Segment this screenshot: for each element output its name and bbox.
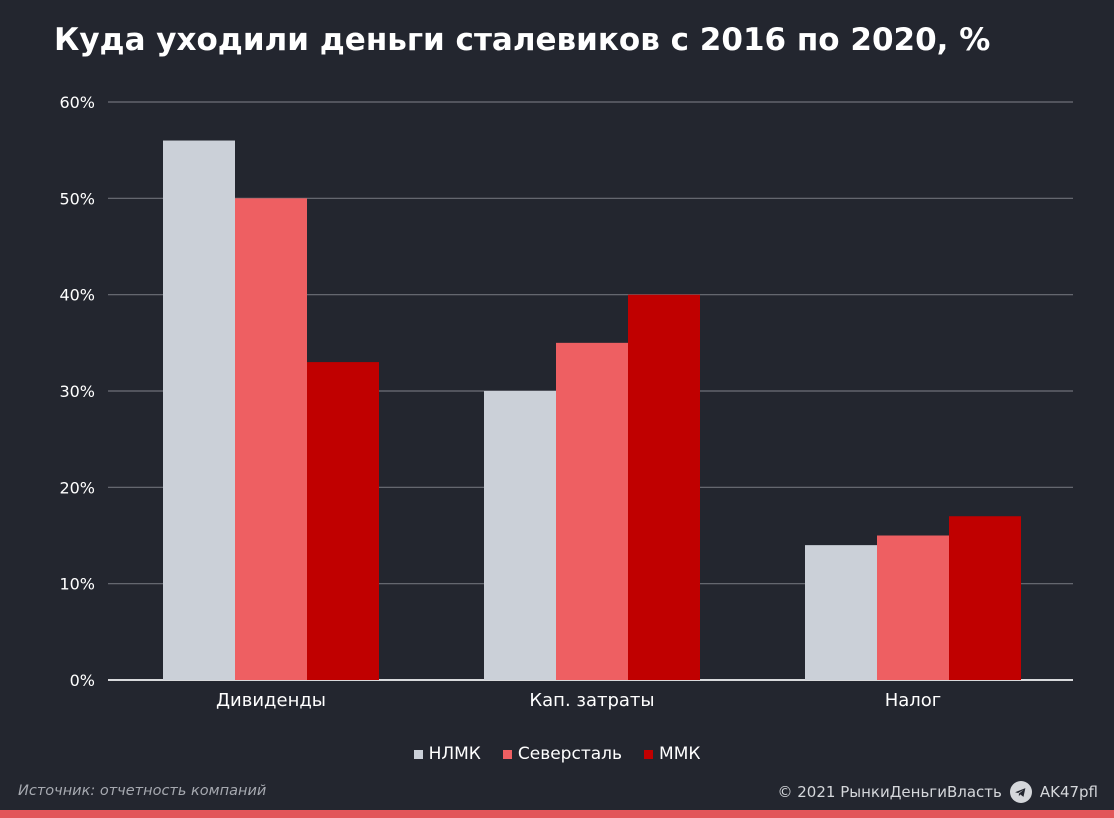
- x-category-label: Налог: [885, 690, 942, 711]
- y-tick-label: 30%: [59, 382, 95, 401]
- legend-item-mmk: ММК: [644, 744, 700, 764]
- legend-swatch-mmk: [644, 749, 654, 759]
- bar-nlmk: [484, 391, 556, 680]
- bar-mmk: [949, 516, 1021, 680]
- legend-label-mmk: ММК: [659, 744, 701, 764]
- bar-nlmk: [805, 545, 877, 680]
- y-tick-label: 40%: [59, 286, 95, 305]
- y-tick-label: 60%: [59, 93, 95, 112]
- legend-swatch-severstal: [502, 749, 512, 759]
- x-category-label: Кап. затраты: [529, 690, 654, 711]
- credits: © 2021 РынкиДеньгиВласть AK47pfl: [777, 781, 1098, 803]
- legend-label-severstal: Северсталь: [517, 744, 623, 764]
- bar-severstal: [235, 198, 307, 681]
- bottom-accent-bar: [0, 810, 1114, 818]
- bar-mmk: [307, 362, 379, 680]
- legend-item-nlmk: НЛМК: [413, 744, 481, 764]
- legend-item-severstal: Северсталь: [502, 744, 623, 764]
- bar-severstal: [877, 535, 949, 680]
- chart-title: Куда уходили деньги сталевиков с 2016 по…: [54, 22, 991, 58]
- copyright-text: © 2021 РынкиДеньгиВласть: [777, 783, 1002, 801]
- source-note: Источник: отчетность компаний: [18, 783, 267, 799]
- y-tick-label: 50%: [59, 189, 95, 208]
- channel-name[interactable]: AK47pfl: [1039, 783, 1098, 801]
- legend: НЛМК Северсталь ММК: [0, 744, 1114, 764]
- telegram-icon[interactable]: [1009, 781, 1032, 803]
- y-tick-label: 20%: [59, 478, 95, 497]
- y-tick-label: 0%: [70, 671, 95, 690]
- bar-severstal: [556, 342, 628, 680]
- y-tick-label: 10%: [59, 575, 95, 594]
- legend-swatch-nlmk: [413, 749, 423, 759]
- bar-nlmk: [163, 140, 235, 681]
- bars-layer: [163, 140, 1021, 681]
- bar-mmk: [628, 294, 700, 680]
- x-category-label: Дивиденды: [216, 690, 326, 711]
- labels-layer: 0% 10% 20% 30% 40% 50% 60% Дивиденды Кап. затрат…: [59, 93, 941, 711]
- legend-label-nlmk: НЛМК: [428, 744, 481, 764]
